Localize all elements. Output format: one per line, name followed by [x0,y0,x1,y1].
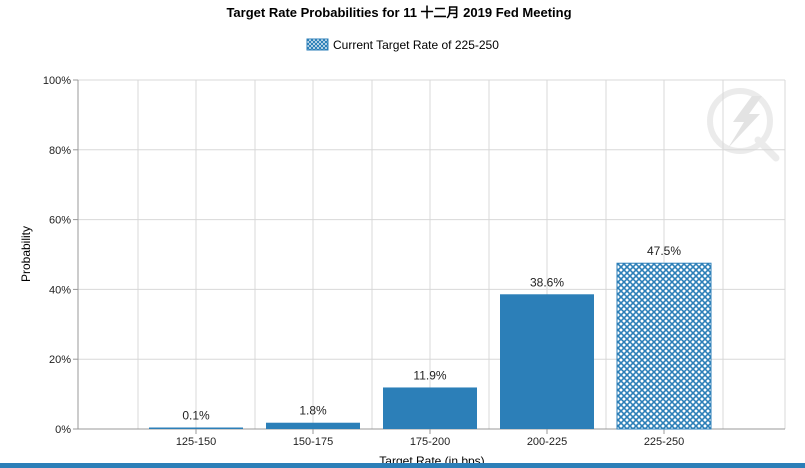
bottom-border [0,463,805,468]
legend: Current Target Rate of 225-250 [306,38,499,52]
gridlines [77,79,786,430]
y-tick-label: 60% [49,215,71,227]
bar-225-250 [616,262,712,430]
x-tick-label-225-250: 225-250 [644,436,684,448]
y-tick-label: 40% [49,284,71,296]
y-tick-label: 0% [55,424,71,436]
x-tick-label-150-175: 150-175 [293,436,333,448]
bars [149,262,712,430]
data-label-200-225: 38.6% [530,275,564,289]
chart-title: Target Rate Probabilities for 11 十二月 201… [226,5,571,20]
data-label-175-200: 11.9% [413,368,446,382]
data-label-225-250: 47.5% [647,244,681,258]
data-labels: 0.1% 1.8% 11.9% 38.6% 47.5% [182,244,681,422]
y-axis-label: Probability [19,226,33,282]
x-tick-label-125-150: 125-150 [176,436,216,448]
bar-175-200 [383,387,477,429]
watermark-logo [707,88,780,162]
legend-label: Current Target Rate of 225-250 [333,38,499,52]
y-tick-label: 20% [49,354,71,366]
x-tick-label-175-200: 175-200 [410,436,450,448]
data-label-150-175: 1.8% [299,404,327,418]
y-tick-label: 80% [49,145,71,157]
data-label-125-150: 0.1% [182,409,210,423]
y-tick-label: 100% [43,75,71,87]
bar-200-225 [500,294,594,429]
bar-125-150 [149,427,243,429]
legend-swatch [306,38,329,51]
bar-150-175 [266,422,360,429]
x-tick-label-200-225: 200-225 [527,436,567,448]
